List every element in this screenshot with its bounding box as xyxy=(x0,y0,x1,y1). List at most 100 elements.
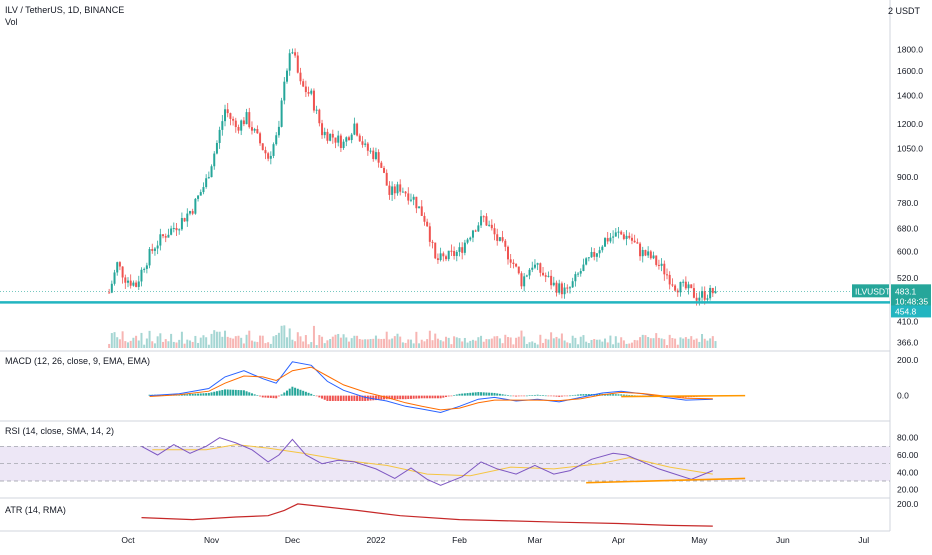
rsi-line xyxy=(141,437,713,486)
candle-body xyxy=(250,127,253,131)
candle-body xyxy=(517,266,520,274)
candle-body xyxy=(501,237,504,241)
candle-body xyxy=(606,238,609,242)
candle-body xyxy=(143,268,146,270)
candle-body xyxy=(364,143,367,145)
candle-body xyxy=(167,234,170,238)
price-tick-label: 780.0 xyxy=(897,198,919,208)
volume-bar xyxy=(620,337,623,348)
volume-bar xyxy=(506,337,509,348)
candle-body xyxy=(590,251,593,258)
macd-histogram-bar xyxy=(571,395,574,396)
macd-tick-label: 200.0 xyxy=(897,355,919,365)
candle-body xyxy=(110,283,113,293)
time-tick-label: Feb xyxy=(452,535,467,545)
macd-histogram-bar xyxy=(488,392,491,396)
candle-body xyxy=(318,109,321,124)
candle-body xyxy=(383,167,386,173)
volume-bar xyxy=(517,336,520,348)
candle-body xyxy=(547,275,550,277)
candle-body xyxy=(188,211,191,214)
volume-bar xyxy=(655,333,658,348)
candle-body xyxy=(515,263,518,267)
candle-body xyxy=(180,218,183,230)
volume-bar xyxy=(269,343,272,348)
candle-body xyxy=(542,272,545,276)
atr-pane xyxy=(141,503,713,527)
macd-histogram-bar xyxy=(407,395,410,400)
candle-body xyxy=(428,226,431,242)
time-tick-label: Jul xyxy=(858,535,869,545)
candle-body xyxy=(377,152,380,163)
atr-label[interactable]: ATR (14, RMA) xyxy=(5,505,66,515)
macd-histogram-bar xyxy=(428,395,431,399)
macd-histogram-bar xyxy=(426,395,429,399)
currency-label[interactable]: 2 USDT xyxy=(887,6,920,16)
macd-histogram-bar xyxy=(358,395,361,401)
candle-body xyxy=(132,282,135,286)
macd-histogram-bar xyxy=(261,395,264,398)
macd-histogram-bar xyxy=(202,393,205,396)
macd-histogram-bar xyxy=(630,395,633,396)
volume-bar xyxy=(485,339,488,348)
rsi-label[interactable]: RSI (14, close, SMA, 14, 2) xyxy=(5,426,115,436)
support-line[interactable] xyxy=(0,290,890,304)
macd-histogram-bar xyxy=(612,394,615,396)
price-candles xyxy=(108,48,717,306)
macd-histogram-bar xyxy=(447,395,450,397)
volume-bar xyxy=(614,336,617,348)
candle-body xyxy=(622,234,625,239)
price-tick-label: 520.0 xyxy=(897,273,919,283)
candle-body xyxy=(240,120,243,131)
candle-body xyxy=(485,216,488,226)
volume-bar xyxy=(391,338,394,348)
candle-body xyxy=(477,225,480,232)
price-axis[interactable]: 1800.0 1600.0 1400.0 1200.0 1050.0 900.0 780.0… xyxy=(897,44,923,509)
time-axis[interactable]: Oct Nov Dec 2022 Feb Mar Apr May Jun Jul xyxy=(121,535,869,545)
candle-body xyxy=(544,275,547,277)
volume-bar xyxy=(598,339,601,348)
candle-body xyxy=(682,281,685,283)
volume-bar xyxy=(118,339,121,348)
macd-histogram-bar xyxy=(148,394,151,396)
macd-histogram-bar xyxy=(323,395,326,400)
price-tick-label: 1600.0 xyxy=(897,66,923,76)
candle-body xyxy=(334,137,337,143)
candle-body xyxy=(124,277,127,283)
candle-body xyxy=(490,224,493,229)
volume-bar xyxy=(404,342,407,348)
macd-histogram-bar xyxy=(453,395,456,396)
macd-histogram-bar xyxy=(180,394,183,396)
volume-bar xyxy=(709,338,712,348)
volume-bar xyxy=(461,341,464,348)
macd-histogram-bar xyxy=(240,390,243,396)
candle-body xyxy=(148,249,151,266)
candle-body xyxy=(453,251,456,256)
candle-body xyxy=(423,215,426,222)
volume-bar xyxy=(312,325,315,348)
volume-bar xyxy=(601,341,604,348)
candle-body xyxy=(178,229,181,231)
volume-bar xyxy=(531,341,534,348)
volume-bar xyxy=(674,338,677,348)
volume-bar xyxy=(358,339,361,348)
macd-histogram-bar xyxy=(463,393,466,396)
volume-bar xyxy=(445,336,448,348)
volume-bar xyxy=(383,338,386,348)
macd-histogram-bar xyxy=(485,392,488,396)
macd-histogram-bar xyxy=(234,389,237,396)
macd-label[interactable]: MACD (12, 26, close, 9, EMA, EMA) xyxy=(5,356,151,366)
candle-body xyxy=(409,199,412,201)
candle-body xyxy=(450,250,453,252)
macd-histogram-bar xyxy=(183,394,186,396)
macd-histogram-bar xyxy=(471,392,474,396)
volume-bar xyxy=(121,331,124,348)
macd-histogram-bar xyxy=(294,387,297,396)
candle-body xyxy=(633,240,636,243)
candle-body xyxy=(191,211,194,214)
volume-bar xyxy=(676,344,679,348)
candle-body xyxy=(469,237,472,240)
candle-body xyxy=(520,273,523,287)
